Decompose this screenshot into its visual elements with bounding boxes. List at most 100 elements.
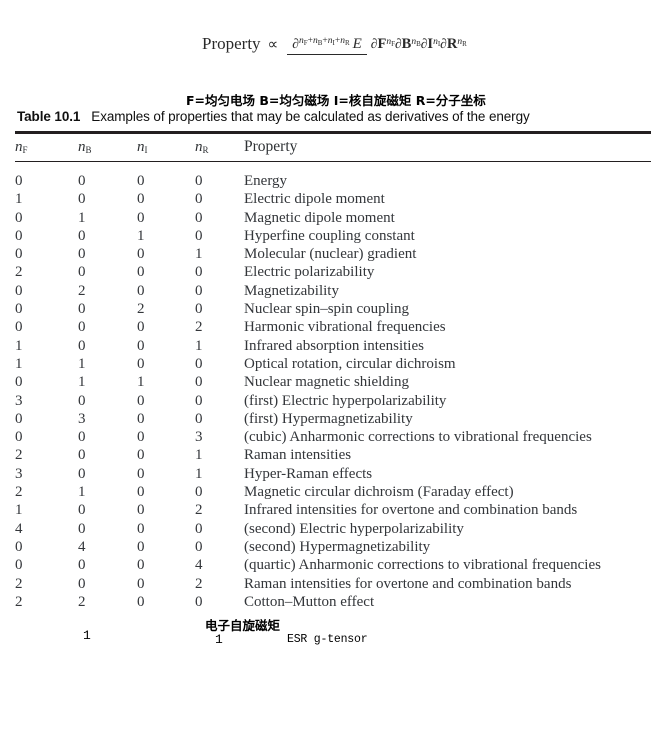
n-value-cell: 0 [137,520,145,537]
n-value-cell: 2 [195,575,203,592]
table-caption: Table 10.1 Examples of properties that ma… [17,109,530,124]
annotation-esr-gtensor: ESR g-tensor [287,633,368,646]
property-cell: Nuclear magnetic shielding [244,374,409,391]
property-cell: Infrared absorption intensities [244,337,424,354]
n-value-cell: 0 [195,264,203,281]
table-row: 2 0 0 0 Electric polarizability [15,263,651,281]
n-value-cell: 1 [195,447,203,464]
property-cell: (quartic) Anharmonic corrections to vibr… [244,557,601,574]
n-value-cell: 3 [78,410,86,427]
n-value-cell: 1 [195,465,203,482]
n-value-cell: 1 [15,502,23,519]
n-value-cell: 0 [195,301,203,318]
n-value-cell: 4 [78,538,86,555]
n-value-cell: 0 [195,282,203,299]
property-cell: (second) Hypermagnetizability [244,538,431,555]
n-value-cell: 1 [15,191,23,208]
property-cell: Electric dipole moment [244,191,385,208]
n-value-cell: 0 [15,173,23,189]
n-value-cell: 0 [137,593,145,610]
n-value-cell: 1 [15,337,23,354]
n-value-cell: 2 [15,447,23,464]
n-value-cell: 0 [137,392,145,409]
property-cell: Harmonic vibrational frequencies [244,319,446,336]
table-title: Examples of properties that may be calcu… [91,109,530,124]
table-row: 1 0 0 1 Infrared absorption intensities [15,337,651,355]
n-value-cell: 0 [195,355,203,372]
formula-denominator: ∂FnF∂BnB∂InI∂RnR [370,36,467,52]
n-value-cell: 1 [78,355,86,372]
n-value-cell: 2 [137,301,145,318]
property-cell: Hyper-Raman effects [244,465,373,482]
table-row: 0 0 1 0 Hyperfine coupling constant [15,227,651,245]
property-cell: Optical rotation, circular dichroism [244,355,456,372]
property-cell: Molecular (nuclear) gradient [244,246,417,263]
n-value-cell: 0 [78,246,86,263]
n-value-cell: 2 [78,593,86,610]
n-value-cell: 0 [78,520,86,537]
n-value-cell: 0 [195,173,203,189]
property-cell: Electric polarizability [244,264,375,281]
table-row: 0 2 0 0 Magnetizability [15,282,651,300]
n-value-cell: 0 [137,502,145,519]
annotation-ns-value: 1 [215,632,223,647]
n-value-cell: 0 [195,484,203,501]
header-nB: nB [78,139,92,155]
n-value-cell: 2 [78,282,86,299]
field-legend-annotation: F=均匀电场 B=均匀磁场 I=核自旋磁矩 R=分子坐标 [186,93,486,108]
n-value-cell: 1 [78,374,86,391]
n-value-cell: 0 [78,429,86,446]
n-value-cell: 1 [195,337,203,354]
n-value-cell: 2 [195,319,203,336]
n-value-cell: 0 [15,538,23,555]
n-value-cell: 0 [78,227,86,244]
property-cell: Energy [244,173,288,189]
table-row: 0 1 1 0 Nuclear magnetic shielding [15,373,651,391]
n-value-cell: 0 [137,191,145,208]
n-value-cell: 0 [195,209,203,226]
header-nF: nF [15,139,28,155]
n-value-cell: 2 [15,264,23,281]
table-row: 0 0 0 1 Molecular (nuclear) gradient [15,245,651,263]
n-value-cell: 1 [137,227,145,244]
n-value-cell: 1 [78,484,86,501]
n-value-cell: 3 [195,429,203,446]
n-value-cell: 0 [137,337,145,354]
field-variable-B: B [401,36,412,52]
n-value-cell: 0 [137,173,145,189]
n-value-cell: 0 [137,429,145,446]
annotation-electron-spin-label: 电子自旋磁矩 [205,618,281,633]
n-value-cell: 0 [78,301,86,318]
property-cell: (first) Electric hyperpolarizability [244,392,447,409]
n-value-cell: 0 [15,227,23,244]
header-property: Property [244,138,298,155]
table-row: 0 4 0 0 (second) Hypermagnetizability [15,538,651,556]
partial-symbol: ∂ [292,36,299,51]
n-value-cell: 0 [15,319,23,336]
n-value-cell: 0 [78,191,86,208]
n-value-cell: 0 [78,502,86,519]
n-value-cell: 0 [195,392,203,409]
table-row: 1 1 0 0 Optical rotation, circular dichroism [15,355,651,373]
n-value-cell: 4 [15,520,23,537]
n-value-cell: 0 [195,410,203,427]
energy-symbol: E [352,36,362,52]
n-value-cell: 0 [137,282,145,299]
numerator-exponent: nF+nB+nI+nR [298,36,350,47]
property-derivative-formula: Property ∝ ∂nF+nB+nI+nR E ∂FnF∂BnB∂InI∂Rn… [202,34,467,55]
n-value-cell: 0 [15,209,23,226]
n-value-cell: 0 [137,465,145,482]
table-row: 2 1 0 0 Magnetic circular dichroism (Faraday… [15,483,651,501]
property-cell: (first) Hypermagnetizability [244,410,413,427]
n-value-cell: 0 [137,557,145,574]
n-value-cell: 0 [137,355,145,372]
formula-fraction: ∂nF+nB+nI+nR E ∂FnF∂BnB∂InI∂RnR [287,35,467,55]
n-value-cell: 1 [195,246,203,263]
n-value-cell: 3 [15,392,23,409]
n-value-cell: 0 [137,410,145,427]
property-cell: (cubic) Anharmonic corrections to vibrat… [244,429,592,446]
field-variable-F: F [377,36,387,52]
n-value-cell: 0 [137,319,145,336]
table-row: 0 3 0 0 (first) Hypermagnetizability [15,410,651,428]
